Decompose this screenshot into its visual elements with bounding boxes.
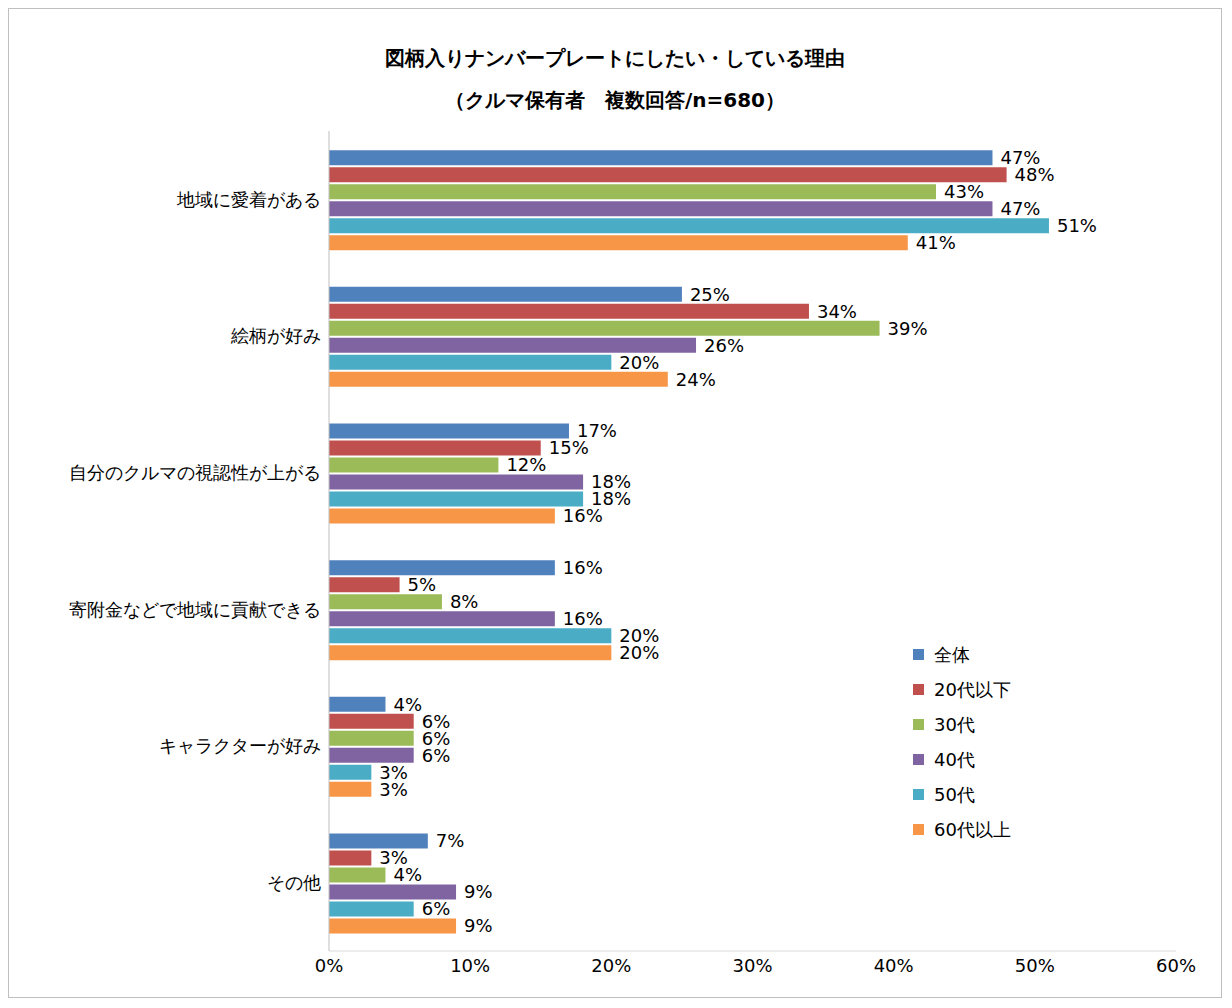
svg-text:60%: 60% <box>1156 955 1196 976</box>
svg-text:51%: 51% <box>1057 215 1097 236</box>
svg-text:6%: 6% <box>422 745 451 766</box>
svg-text:24%: 24% <box>676 369 716 390</box>
svg-text:絵柄が好み: 絵柄が好み <box>230 325 321 346</box>
svg-text:寄附金などで地域に貢献できる: 寄附金などで地域に貢献できる <box>69 599 321 620</box>
svg-text:5%: 5% <box>408 574 437 595</box>
svg-text:7%: 7% <box>436 830 465 851</box>
svg-text:10%: 10% <box>450 955 490 976</box>
svg-text:30%: 30% <box>732 955 772 976</box>
svg-text:その他: その他 <box>267 872 321 893</box>
svg-text:6%: 6% <box>421 727 451 749</box>
svg-text:47%: 47% <box>1000 198 1040 219</box>
html-text:図柄入りナンバープレートにしたい・している理由: 図柄入りナンバープレートにしたい・している理由 <box>385 46 845 70</box>
svg-text:41%: 41% <box>916 232 956 253</box>
svg-text:26%: 26% <box>704 335 744 356</box>
svg-text:20%: 20% <box>619 625 660 646</box>
svg-text:キャラクターが好み: キャラクターが好み <box>159 735 321 756</box>
svg-text:9%: 9% <box>464 915 493 936</box>
svg-text:自分のクルマの視認性が上がる: 自分のクルマの視認性が上がる <box>69 462 321 483</box>
svg-text:3%: 3% <box>379 847 408 869</box>
svg-text:48%: 48% <box>1015 164 1055 185</box>
svg-text:25%: 25% <box>690 284 730 305</box>
svg-text:6%: 6% <box>421 710 451 732</box>
svg-text:16%: 16% <box>563 557 603 578</box>
svg-text:3%: 3% <box>379 761 408 783</box>
svg-text:16%: 16% <box>563 608 603 629</box>
svg-text:18%: 18% <box>591 471 632 493</box>
html-text:20代以下: 20代以下 <box>934 679 1011 700</box>
svg-text:18%: 18% <box>591 488 632 510</box>
svg-text:4%: 4% <box>393 864 422 885</box>
svg-text:20%: 20% <box>619 352 659 373</box>
svg-text:20%: 20% <box>619 642 659 663</box>
svg-text:15%: 15% <box>549 437 589 458</box>
svg-text:34%: 34% <box>817 301 857 322</box>
html-text:50代: 50代 <box>934 784 975 805</box>
svg-text:3%: 3% <box>379 779 408 800</box>
html-text:60代以上: 60代以上 <box>934 819 1011 840</box>
svg-text:12%: 12% <box>506 454 546 475</box>
svg-text:0%: 0% <box>315 955 344 976</box>
svg-text:17%: 17% <box>577 420 617 442</box>
svg-text:39%: 39% <box>888 318 928 339</box>
svg-text:6%: 6% <box>422 898 451 919</box>
svg-text:9%: 9% <box>464 881 493 902</box>
html-text:40代: 40代 <box>934 749 975 770</box>
html-text:30代: 30代 <box>934 714 975 735</box>
svg-text:43%: 43% <box>944 181 984 202</box>
svg-text:50%: 50% <box>1015 955 1055 976</box>
svg-text:40%: 40% <box>874 955 914 976</box>
html-text:全体: 全体 <box>934 644 971 665</box>
svg-text:16%: 16% <box>563 505 603 526</box>
html-text:（クルマ保有者 複数回答/n=680）: （クルマ保有者 複数回答/n=680） <box>445 88 785 112</box>
svg-text:20%: 20% <box>591 955 631 976</box>
svg-text:47%: 47% <box>1000 147 1041 168</box>
svg-text:8%: 8% <box>450 591 479 612</box>
svg-text:4%: 4% <box>393 694 422 715</box>
svg-text:地域に愛着がある: 地域に愛着がある <box>176 189 321 210</box>
